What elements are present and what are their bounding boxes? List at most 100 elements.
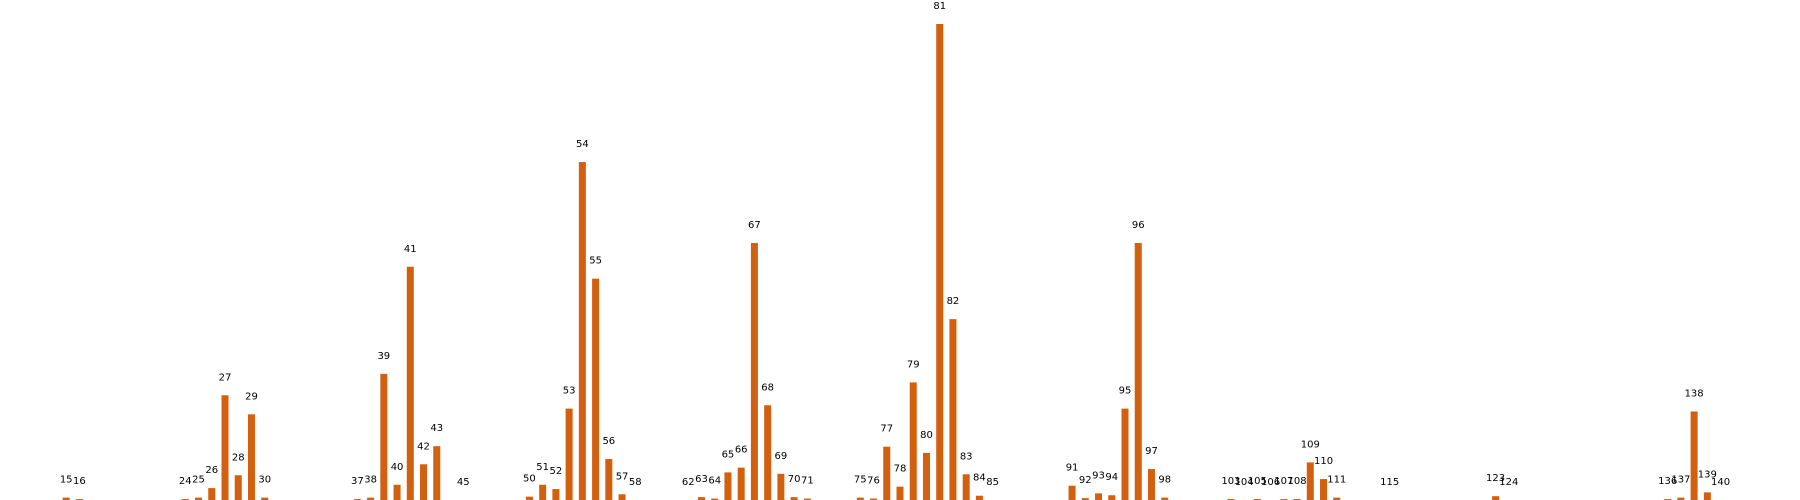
bar-label-79: 79 (907, 359, 920, 370)
bar-52 (552, 489, 560, 500)
bar-label-54: 54 (576, 139, 589, 150)
bar-70 (790, 497, 798, 500)
bar-38 (367, 497, 375, 500)
bar-label-64: 64 (708, 476, 721, 487)
bar-109 (1306, 462, 1314, 500)
bar-43 (433, 446, 441, 500)
bar-57 (618, 494, 626, 500)
bar-label-30: 30 (258, 475, 271, 486)
bar-139 (1703, 492, 1711, 500)
bar-94 (1108, 495, 1116, 500)
bar-41 (406, 266, 414, 500)
bar-label-28: 28 (232, 452, 245, 463)
bar-label-136: 136 (1658, 476, 1677, 487)
bar-label-105: 105 (1248, 476, 1267, 487)
bar-95 (1121, 408, 1129, 500)
bar-label-80: 80 (920, 430, 933, 441)
bar-label-50: 50 (523, 474, 536, 485)
bar-label-123: 123 (1486, 473, 1505, 484)
bar-label-98: 98 (1158, 475, 1171, 486)
bar-label-84: 84 (973, 473, 986, 484)
bar-label-107: 107 (1274, 476, 1293, 487)
bar-label-67: 67 (748, 220, 761, 231)
bar-label-37: 37 (351, 476, 364, 487)
bar-label-108: 108 (1288, 476, 1307, 487)
bar-42 (420, 464, 428, 500)
bar-68 (764, 405, 772, 500)
bar-69 (777, 473, 785, 500)
bar-label-55: 55 (589, 256, 602, 267)
bar-54 (578, 162, 586, 500)
bar-63 (697, 497, 705, 500)
bar-label-40: 40 (391, 462, 404, 473)
bar-label-103: 103 (1221, 476, 1240, 487)
bar-label-75: 75 (854, 475, 867, 486)
bar-label-27: 27 (219, 372, 232, 383)
bar-label-70: 70 (788, 474, 801, 485)
bar-82 (949, 319, 957, 500)
bar-label-78: 78 (894, 464, 907, 475)
bar-label-39: 39 (377, 351, 390, 362)
bar-78 (896, 486, 904, 500)
bar-77 (883, 446, 891, 500)
bar-label-53: 53 (563, 386, 576, 397)
bar-label-15: 15 (60, 475, 73, 486)
bar-91 (1068, 485, 1076, 500)
bar-30 (261, 497, 269, 500)
bar-67 (750, 242, 758, 500)
bar-75 (856, 497, 864, 500)
bar-label-66: 66 (735, 445, 748, 456)
bar-label-124: 124 (1499, 477, 1518, 488)
bar-label-96: 96 (1132, 220, 1145, 231)
bar-label-62: 62 (682, 477, 695, 488)
bar-28 (234, 475, 242, 500)
bar-label-85: 85 (986, 477, 999, 488)
bar-123 (1492, 496, 1500, 500)
bar-label-69: 69 (775, 451, 788, 462)
bar-label-139: 139 (1698, 469, 1717, 480)
bar-label-41: 41 (404, 244, 417, 255)
bar-label-109: 109 (1301, 439, 1320, 450)
bar-label-38: 38 (364, 475, 377, 486)
bar-84 (975, 495, 983, 500)
bar-92 (1081, 498, 1089, 500)
bar-label-77: 77 (880, 424, 893, 435)
bar-26 (208, 488, 216, 500)
bar-15 (62, 497, 70, 500)
bar-label-26: 26 (205, 465, 218, 476)
bar-label-137: 137 (1671, 475, 1690, 486)
bar-76 (870, 498, 878, 500)
bar-110 (1320, 479, 1328, 500)
bar-96 (1134, 242, 1142, 500)
bar-29 (247, 414, 255, 500)
bar-label-104: 104 (1235, 477, 1254, 488)
bar-50 (525, 496, 533, 500)
bar-label-110: 110 (1314, 456, 1333, 467)
bar-79 (909, 382, 917, 500)
bar-label-25: 25 (192, 475, 205, 486)
bar-label-52: 52 (550, 466, 563, 477)
bar-label-45: 45 (457, 477, 470, 488)
bar-label-83: 83 (960, 451, 973, 462)
bar-65 (724, 472, 732, 500)
bar-71 (803, 498, 811, 500)
bar-label-63: 63 (695, 474, 708, 485)
bar-97 (1147, 469, 1155, 500)
bar-label-91: 91 (1066, 463, 1079, 474)
bar-64 (711, 498, 719, 500)
bar-label-93: 93 (1092, 470, 1105, 481)
bar-111 (1333, 497, 1341, 500)
bar-label-94: 94 (1105, 472, 1118, 483)
bar-138 (1690, 411, 1698, 500)
bar-label-24: 24 (179, 476, 192, 487)
bar-label-81: 81 (933, 1, 946, 12)
bar-93 (1095, 493, 1103, 500)
bar-80 (922, 452, 930, 500)
bar-label-76: 76 (867, 476, 880, 487)
bar-label-68: 68 (761, 382, 774, 393)
bar-label-42: 42 (417, 441, 430, 452)
bar-label-58: 58 (629, 477, 642, 488)
bar-25 (195, 497, 203, 500)
